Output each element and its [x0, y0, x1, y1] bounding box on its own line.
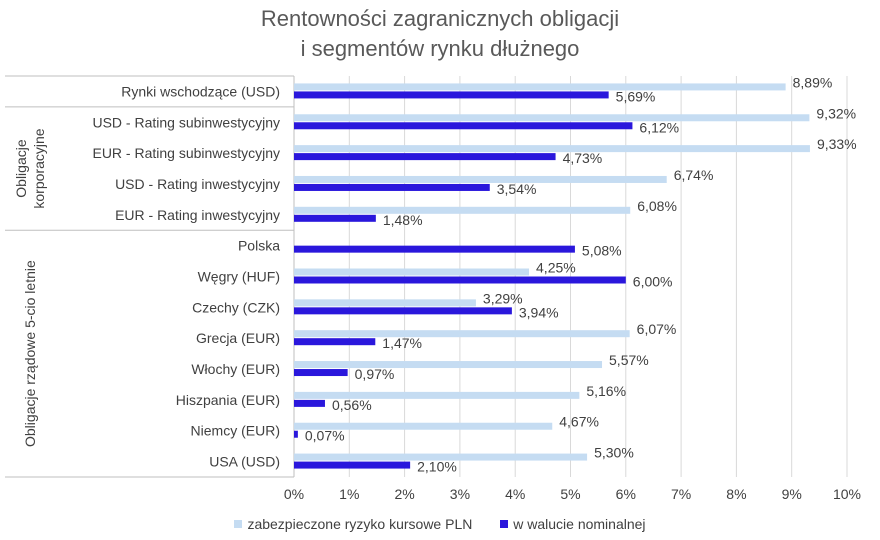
x-tick-label: 0% [284, 486, 304, 502]
data-label-nominal: 0,07% [305, 428, 345, 444]
legend-item-hedged: zabezpieczone ryzyko kursowe PLN [234, 516, 472, 532]
group-label: korporacyjne [31, 128, 47, 208]
x-tick-label: 5% [560, 486, 580, 502]
group-label: Obligacje [13, 139, 29, 198]
legend-swatch-hedged [234, 520, 243, 528]
data-label-nominal: 2,10% [417, 459, 457, 475]
bar-hedged [294, 330, 630, 338]
data-label-hedged: 5,57% [609, 352, 649, 368]
data-label-hedged: 6,07% [637, 321, 677, 337]
bar-hedged [294, 361, 603, 369]
bar-hedged [294, 206, 631, 214]
bar-hedged [294, 114, 810, 122]
bar-nominal [294, 461, 411, 469]
chart-title-line-1: Rentowności zagranicznych obligacji [260, 6, 620, 31]
data-label-nominal: 3,54% [497, 181, 537, 197]
bar-chart: 0% 1% 2% 3% 4% 5% 6% 7% 8% 9% 10% Obligacje korporac… [5, 74, 861, 502]
data-label-hedged: 5,30% [594, 445, 634, 461]
data-label-hedged: 6,74% [674, 167, 714, 183]
data-label-nominal: 0,56% [332, 397, 372, 413]
data-label-hedged: 9,32% [816, 105, 856, 121]
chart-title-line-2: i segmentów rynku dłużnego [300, 36, 580, 61]
category-label: Węgry (HUF) [198, 269, 280, 285]
category-label: USD - Rating subinwestycyjny [92, 114, 280, 130]
data-label-hedged: 4,25% [536, 260, 576, 276]
data-label-hedged: 8,89% [793, 74, 833, 90]
x-tick-label: 2% [394, 486, 414, 502]
bar-nominal [294, 245, 575, 253]
legend-item-nominal: w walucie nominalnej [500, 516, 646, 532]
data-label-nominal: 5,69% [616, 88, 656, 104]
bar-nominal [294, 183, 490, 191]
x-tick-label: 1% [339, 486, 359, 502]
data-label-hedged: 5,16% [586, 383, 626, 399]
bar-hedged [294, 268, 530, 276]
x-tick-label: 10% [833, 486, 861, 502]
bar-nominal [294, 153, 556, 161]
x-tick-label: 6% [616, 486, 636, 502]
data-label-nominal: 1,47% [382, 335, 422, 351]
bar-nominal [294, 399, 325, 407]
x-tick-label: 3% [450, 486, 470, 502]
category-label: USD - Rating inwestycyjny [115, 176, 280, 192]
x-tick-label: 7% [671, 486, 691, 502]
category-label: Czechy (CZK) [192, 299, 280, 315]
group-label: Obligacje rządowe 5-cio letnie [22, 260, 38, 447]
category-label: Niemcy (EUR) [191, 423, 280, 439]
category-label: Rynki wschodzące (USD) [121, 83, 280, 99]
x-tick-label: 9% [782, 486, 802, 502]
legend-label-hedged: zabezpieczone ryzyko kursowe PLN [247, 516, 473, 532]
x-tick-label: 8% [726, 486, 746, 502]
x-tick-label: 4% [505, 486, 525, 502]
data-label-hedged: 4,67% [559, 414, 599, 430]
category-label: EUR - Rating inwestycyjny [115, 207, 280, 223]
data-label-nominal: 6,00% [633, 274, 673, 290]
data-label-hedged: 9,33% [817, 136, 857, 152]
category-label: Hiszpania (EUR) [176, 392, 280, 408]
legend-label-nominal: w walucie nominalnej [513, 516, 646, 532]
bar-nominal [294, 338, 376, 346]
bar-hedged [294, 145, 810, 153]
legend-swatch-nominal [500, 520, 509, 528]
data-label-nominal: 0,97% [355, 366, 395, 382]
bar-nominal [294, 369, 348, 377]
bar-hedged [294, 299, 476, 307]
data-label-nominal: 3,94% [519, 304, 559, 320]
data-label-nominal: 1,48% [383, 212, 423, 228]
category-label: USA (USD) [209, 454, 280, 470]
category-label: Włochy (EUR) [191, 361, 280, 377]
bar-nominal [294, 307, 512, 315]
bar-nominal [294, 430, 298, 438]
data-label-nominal: 4,73% [563, 150, 603, 166]
category-label: EUR - Rating subinwestycyjny [92, 145, 280, 161]
data-label-nominal: 6,12% [639, 119, 679, 135]
bar-hedged [294, 391, 580, 399]
category-label: Polska [238, 238, 280, 254]
bar-nominal [294, 214, 376, 222]
bar-hedged [294, 83, 786, 91]
data-label-nominal: 5,08% [582, 243, 622, 259]
category-label: Grecja (EUR) [196, 330, 280, 346]
bar-nominal [294, 91, 609, 99]
bar-hedged [294, 175, 667, 183]
bar-hedged [294, 453, 588, 461]
chart-title: Rentowności zagranicznych obligacji i se… [0, 4, 880, 64]
bar-hedged [294, 422, 553, 430]
data-label-hedged: 6,08% [637, 198, 677, 214]
bar-nominal [294, 276, 626, 284]
bar-nominal [294, 122, 633, 130]
data-label-hedged: 3,29% [483, 290, 523, 306]
legend: zabezpieczone ryzyko kursowe PLN w waluc… [0, 516, 880, 532]
